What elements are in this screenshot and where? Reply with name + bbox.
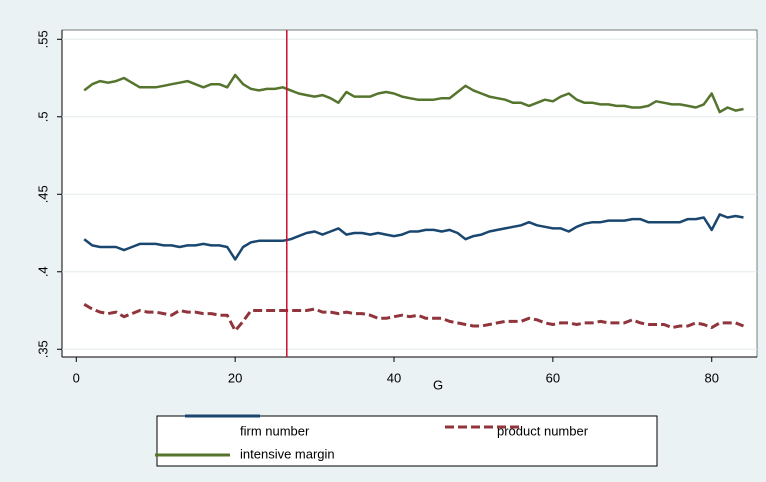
x-tick-label: 80 — [704, 370, 718, 385]
series-line — [83, 303, 745, 333]
plot-area — [61, 29, 758, 358]
series-line — [83, 73, 744, 114]
y-tick-label: .55 — [35, 30, 50, 48]
y-tick-label: .5 — [35, 111, 50, 122]
series-line — [83, 213, 744, 261]
legend-label: firm number — [240, 423, 310, 438]
legend-label: intensive margin — [240, 446, 335, 461]
legend-label: product number — [497, 423, 589, 438]
y-tick-label: .4 — [35, 266, 50, 277]
x-tick-label: 0 — [73, 370, 80, 385]
legend-box — [156, 415, 658, 467]
x-tick-label: 40 — [387, 370, 401, 385]
y-tick-label: .45 — [35, 185, 50, 203]
y-tick-label: .35 — [35, 340, 50, 358]
x-tick-label: 20 — [228, 370, 242, 385]
x-axis-label: G — [433, 377, 443, 392]
x-tick-label: 60 — [546, 370, 560, 385]
